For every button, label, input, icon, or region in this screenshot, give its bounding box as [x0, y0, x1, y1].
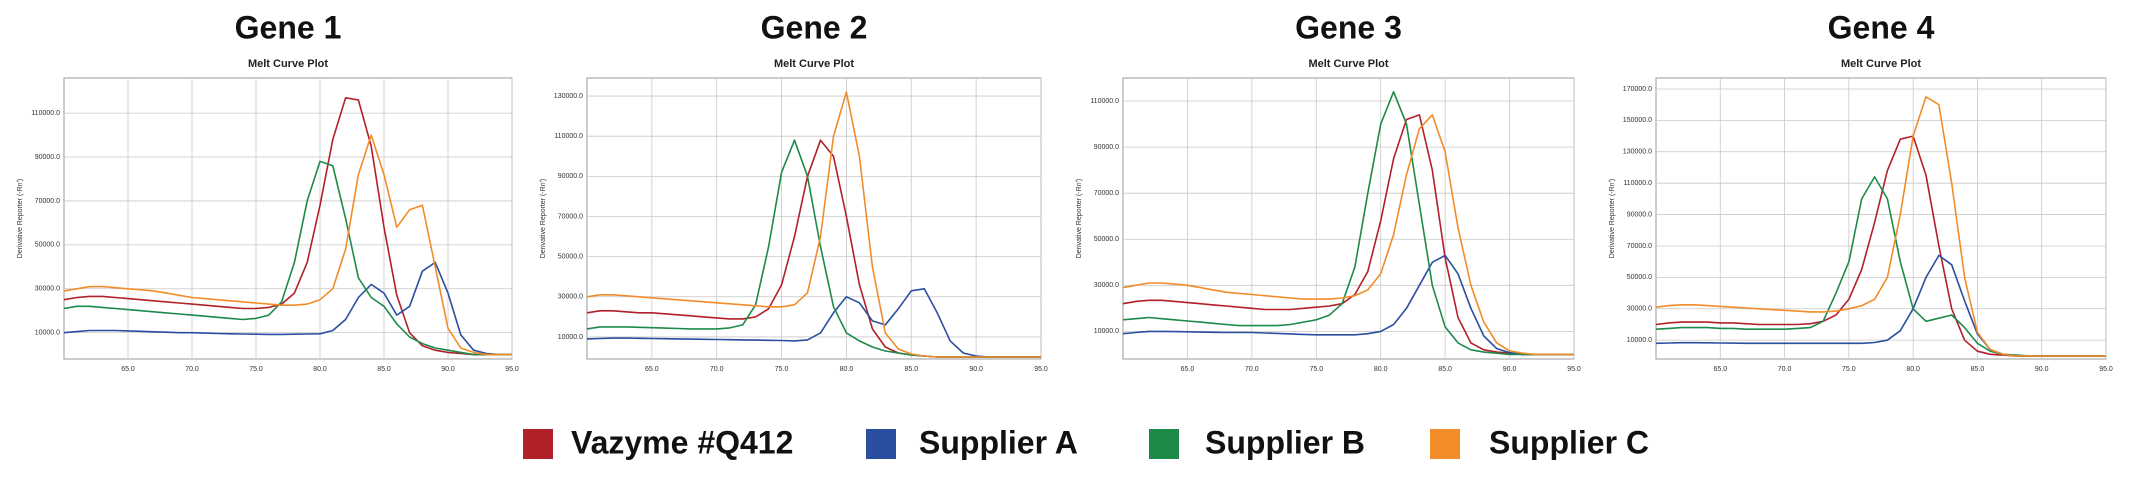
y-tick-label: 170000.0 [1623, 86, 1652, 93]
x-tick-label: 65.0 [1713, 366, 1727, 373]
legend-swatch [523, 429, 553, 459]
y-axis-label: Derivative Reporter (-Rn') [17, 179, 24, 259]
y-tick-label: 150000.0 [1623, 117, 1652, 124]
melt-curve [1122, 114, 1574, 356]
y-tick-label: 70000.0 [558, 213, 583, 220]
x-tick-label: 65.0 [121, 366, 135, 373]
melt-curve [63, 160, 512, 356]
x-tick-label: 90.0 [1503, 366, 1517, 373]
x-tick-label: 90.0 [441, 366, 455, 373]
y-axis-label: Derivative Reporter (-Rn') [1076, 179, 1083, 259]
plot-area [63, 77, 513, 360]
x-tick-label: 95.0 [2099, 366, 2113, 373]
y-tick-label: 90000.0 [558, 173, 583, 180]
y-tick-label: 110000.0 [1090, 98, 1119, 105]
x-tick-label: 80.0 [1906, 366, 1920, 373]
x-tick-label: 75.0 [1309, 366, 1323, 373]
plot-area [1655, 77, 2107, 360]
x-tick-label: 95.0 [1034, 366, 1048, 373]
chart-panel: Gene 1 Melt Curve Plot Derivative Reporter… [17, 9, 519, 372]
chart-panel: Gene 4 Melt Curve Plot Derivative Reporter… [1609, 9, 2113, 372]
x-tick-label: 85.0 [1438, 366, 1452, 373]
x-tick-label: 90.0 [2035, 366, 2049, 373]
melt-curve [63, 97, 512, 356]
y-tick-label: 50000.0 [558, 253, 583, 260]
y-tick-label: 10000.0 [35, 330, 60, 337]
x-tick-label: 85.0 [377, 366, 391, 373]
legend-label: Supplier B [1205, 424, 1365, 460]
y-tick-label: 130000.0 [554, 93, 583, 100]
y-tick-label: 10000.0 [558, 334, 583, 341]
chart-panel: Gene 3 Melt Curve Plot Derivative Reporter… [1076, 9, 1581, 372]
plot-area [586, 77, 1042, 360]
x-tick-label: 65.0 [645, 366, 659, 373]
x-tick-label: 70.0 [185, 366, 199, 373]
y-tick-label: 10000.0 [1094, 328, 1119, 335]
chart-title: Gene 2 [761, 9, 868, 45]
chart-subtitle: Melt Curve Plot [1308, 58, 1388, 70]
y-tick-label: 30000.0 [1094, 282, 1119, 289]
chart-title: Gene 3 [1295, 9, 1402, 45]
chart-subtitle: Melt Curve Plot [1841, 58, 1921, 70]
y-tick-label: 70000.0 [35, 198, 60, 205]
x-tick-label: 95.0 [1567, 366, 1581, 373]
x-tick-label: 80.0 [1374, 366, 1388, 373]
y-tick-label: 110000.0 [554, 133, 583, 140]
plot-area [1122, 77, 1575, 360]
chart-subtitle: Melt Curve Plot [248, 58, 328, 70]
melt-curve [1122, 254, 1574, 356]
y-tick-label: 50000.0 [35, 242, 60, 249]
legend-swatch [866, 429, 896, 459]
y-tick-label: 30000.0 [558, 294, 583, 301]
x-tick-label: 70.0 [710, 366, 724, 373]
y-tick-label: 90000.0 [1094, 144, 1119, 151]
y-tick-label: 10000.0 [1627, 337, 1652, 344]
melt-curve [586, 288, 1041, 358]
legend-label: Supplier A [919, 424, 1078, 460]
y-tick-label: 70000.0 [1627, 243, 1652, 250]
y-tick-label: 130000.0 [1623, 149, 1652, 156]
chart-title: Gene 1 [235, 9, 342, 45]
x-tick-label: 70.0 [1778, 366, 1792, 373]
legend-label: Vazyme #Q412 [571, 424, 793, 460]
x-tick-label: 80.0 [313, 366, 327, 373]
y-axis-label: Derivative Reporter (-Rn') [540, 179, 547, 259]
x-tick-label: 85.0 [1971, 366, 1985, 373]
legend: Vazyme #Q412 Supplier A Supplier B Supplier… [523, 424, 1649, 460]
x-tick-label: 75.0 [249, 366, 263, 373]
y-tick-label: 30000.0 [35, 286, 60, 293]
x-tick-label: 80.0 [840, 366, 854, 373]
y-tick-label: 110000.0 [1623, 180, 1652, 187]
chart-subtitle: Melt Curve Plot [774, 58, 854, 70]
x-tick-label: 90.0 [969, 366, 983, 373]
y-tick-label: 30000.0 [1627, 306, 1652, 313]
melt-curve [1122, 91, 1574, 356]
y-tick-label: 50000.0 [1094, 236, 1119, 243]
x-tick-label: 95.0 [505, 366, 519, 373]
x-tick-label: 65.0 [1181, 366, 1195, 373]
y-tick-label: 70000.0 [1094, 190, 1119, 197]
y-tick-label: 90000.0 [1627, 211, 1652, 218]
legend-swatch [1149, 429, 1179, 459]
y-tick-label: 90000.0 [35, 154, 60, 161]
legend-swatch [1430, 429, 1460, 459]
legend-label: Supplier C [1489, 424, 1649, 460]
melt-curve [586, 91, 1041, 358]
melt-curve [63, 134, 512, 356]
y-axis-label: Derivative Reporter (-Rn') [1609, 179, 1616, 259]
melt-curve [1122, 114, 1574, 356]
chart-title: Gene 4 [1828, 9, 1935, 45]
melt-curve [1655, 96, 2106, 357]
x-tick-label: 75.0 [1842, 366, 1856, 373]
y-tick-label: 50000.0 [1627, 274, 1652, 281]
y-tick-label: 110000.0 [31, 110, 60, 117]
x-tick-label: 70.0 [1245, 366, 1259, 373]
melt-curve [63, 261, 512, 356]
chart-panel: Gene 2 Melt Curve Plot Derivative Reporter… [540, 9, 1048, 372]
x-tick-label: 85.0 [904, 366, 918, 373]
x-tick-label: 75.0 [775, 366, 789, 373]
